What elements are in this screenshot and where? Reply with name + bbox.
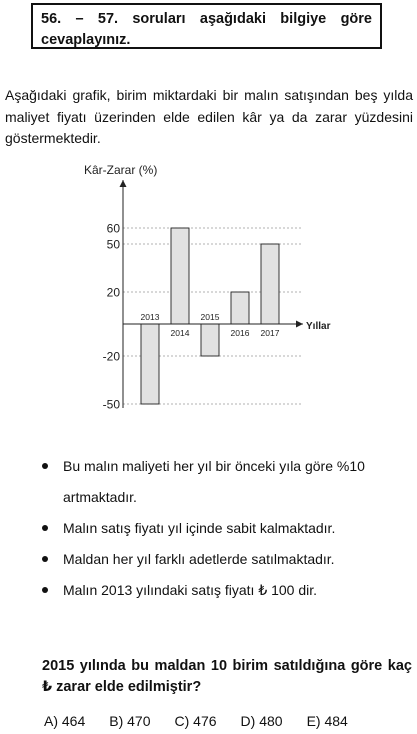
choice-e[interactable]: E) 484 [306,713,348,729]
y-tick-label: -20 [103,350,121,364]
question-header: 56. – 57. soruları aşağıdaki bilgiye gör… [41,11,372,48]
bar-2013 [140,323,160,405]
choice-d[interactable]: D) 480 [240,713,283,729]
bullet-item: Maldan her yıl farklı adetlerde satılmak… [40,544,415,575]
x-tick-label: 2015 [201,312,220,322]
x-tick-label: 2013 [141,312,160,322]
y-axis-arrow [119,180,127,187]
x-axis-title: Yıllar [306,321,331,332]
question-header-box: 56. – 57. soruları aşağıdaki bilgiye gör… [31,3,382,49]
y-tick-label: 20 [107,286,121,300]
question-text: 2015 yılında bu maldan 10 birim satıldığ… [42,658,412,695]
bullet-dot [42,525,48,531]
x-tick-label: 2017 [261,328,280,338]
intro-paragraph: Aşağıdaki grafik, birim miktardaki bir m… [5,85,413,150]
x-tick-label: 2016 [231,328,250,338]
bullet-text: Bu malın maliyeti her yıl bir önceki yıl… [63,458,365,505]
bullet-text: Maldan her yıl farklı adetlerde satılmak… [63,551,335,567]
y-tick-label: 60 [107,222,121,236]
bar-2017 [260,243,280,325]
answer-choices: A) 464 B) 470 C) 476 D) 480 E) 484 [44,713,414,729]
bar-2014 [170,227,190,325]
bullet-item: Malın 2013 yılındaki satış fiyatı ₺ 100 … [40,575,415,606]
x-axis-arrow [296,320,303,328]
y-tick-label: -50 [103,398,121,412]
profit-loss-chart: 60 50 20 -20 -50 2013 2014 2015 2016 2017 Kâr-Zara… [0,158,417,418]
chart-svg: 60 50 20 -20 -50 2013 2014 2015 2016 2017 Kâr-Zara… [84,163,331,412]
bar-2015 [200,323,220,357]
bar-2016 [230,291,250,325]
x-tick-label: 2014 [171,328,190,338]
choice-b[interactable]: B) 470 [109,713,151,729]
bullet-item: Malın satış fiyatı yıl içinde sabit kalm… [40,513,415,544]
bullet-item: Bu malın maliyeti her yıl bir önceki yıl… [40,451,415,513]
intro-text: Aşağıdaki grafik, birim miktardaki bir m… [5,87,413,146]
choice-c[interactable]: C) 476 [174,713,217,729]
bullet-dot [42,587,48,593]
bullet-text: Malın satış fiyatı yıl içinde sabit kalm… [63,520,336,536]
choice-a[interactable]: A) 464 [44,713,86,729]
bullet-text: Malın 2013 yılındaki satış fiyatı ₺ 100 … [63,582,318,598]
bullet-dot [42,463,48,469]
y-axis-title: Kâr-Zarar (%) [84,163,157,177]
y-tick-label: 50 [107,238,121,252]
bullet-dot [42,556,48,562]
info-bullets: Bu malın maliyeti her yıl bir önceki yıl… [40,451,415,606]
